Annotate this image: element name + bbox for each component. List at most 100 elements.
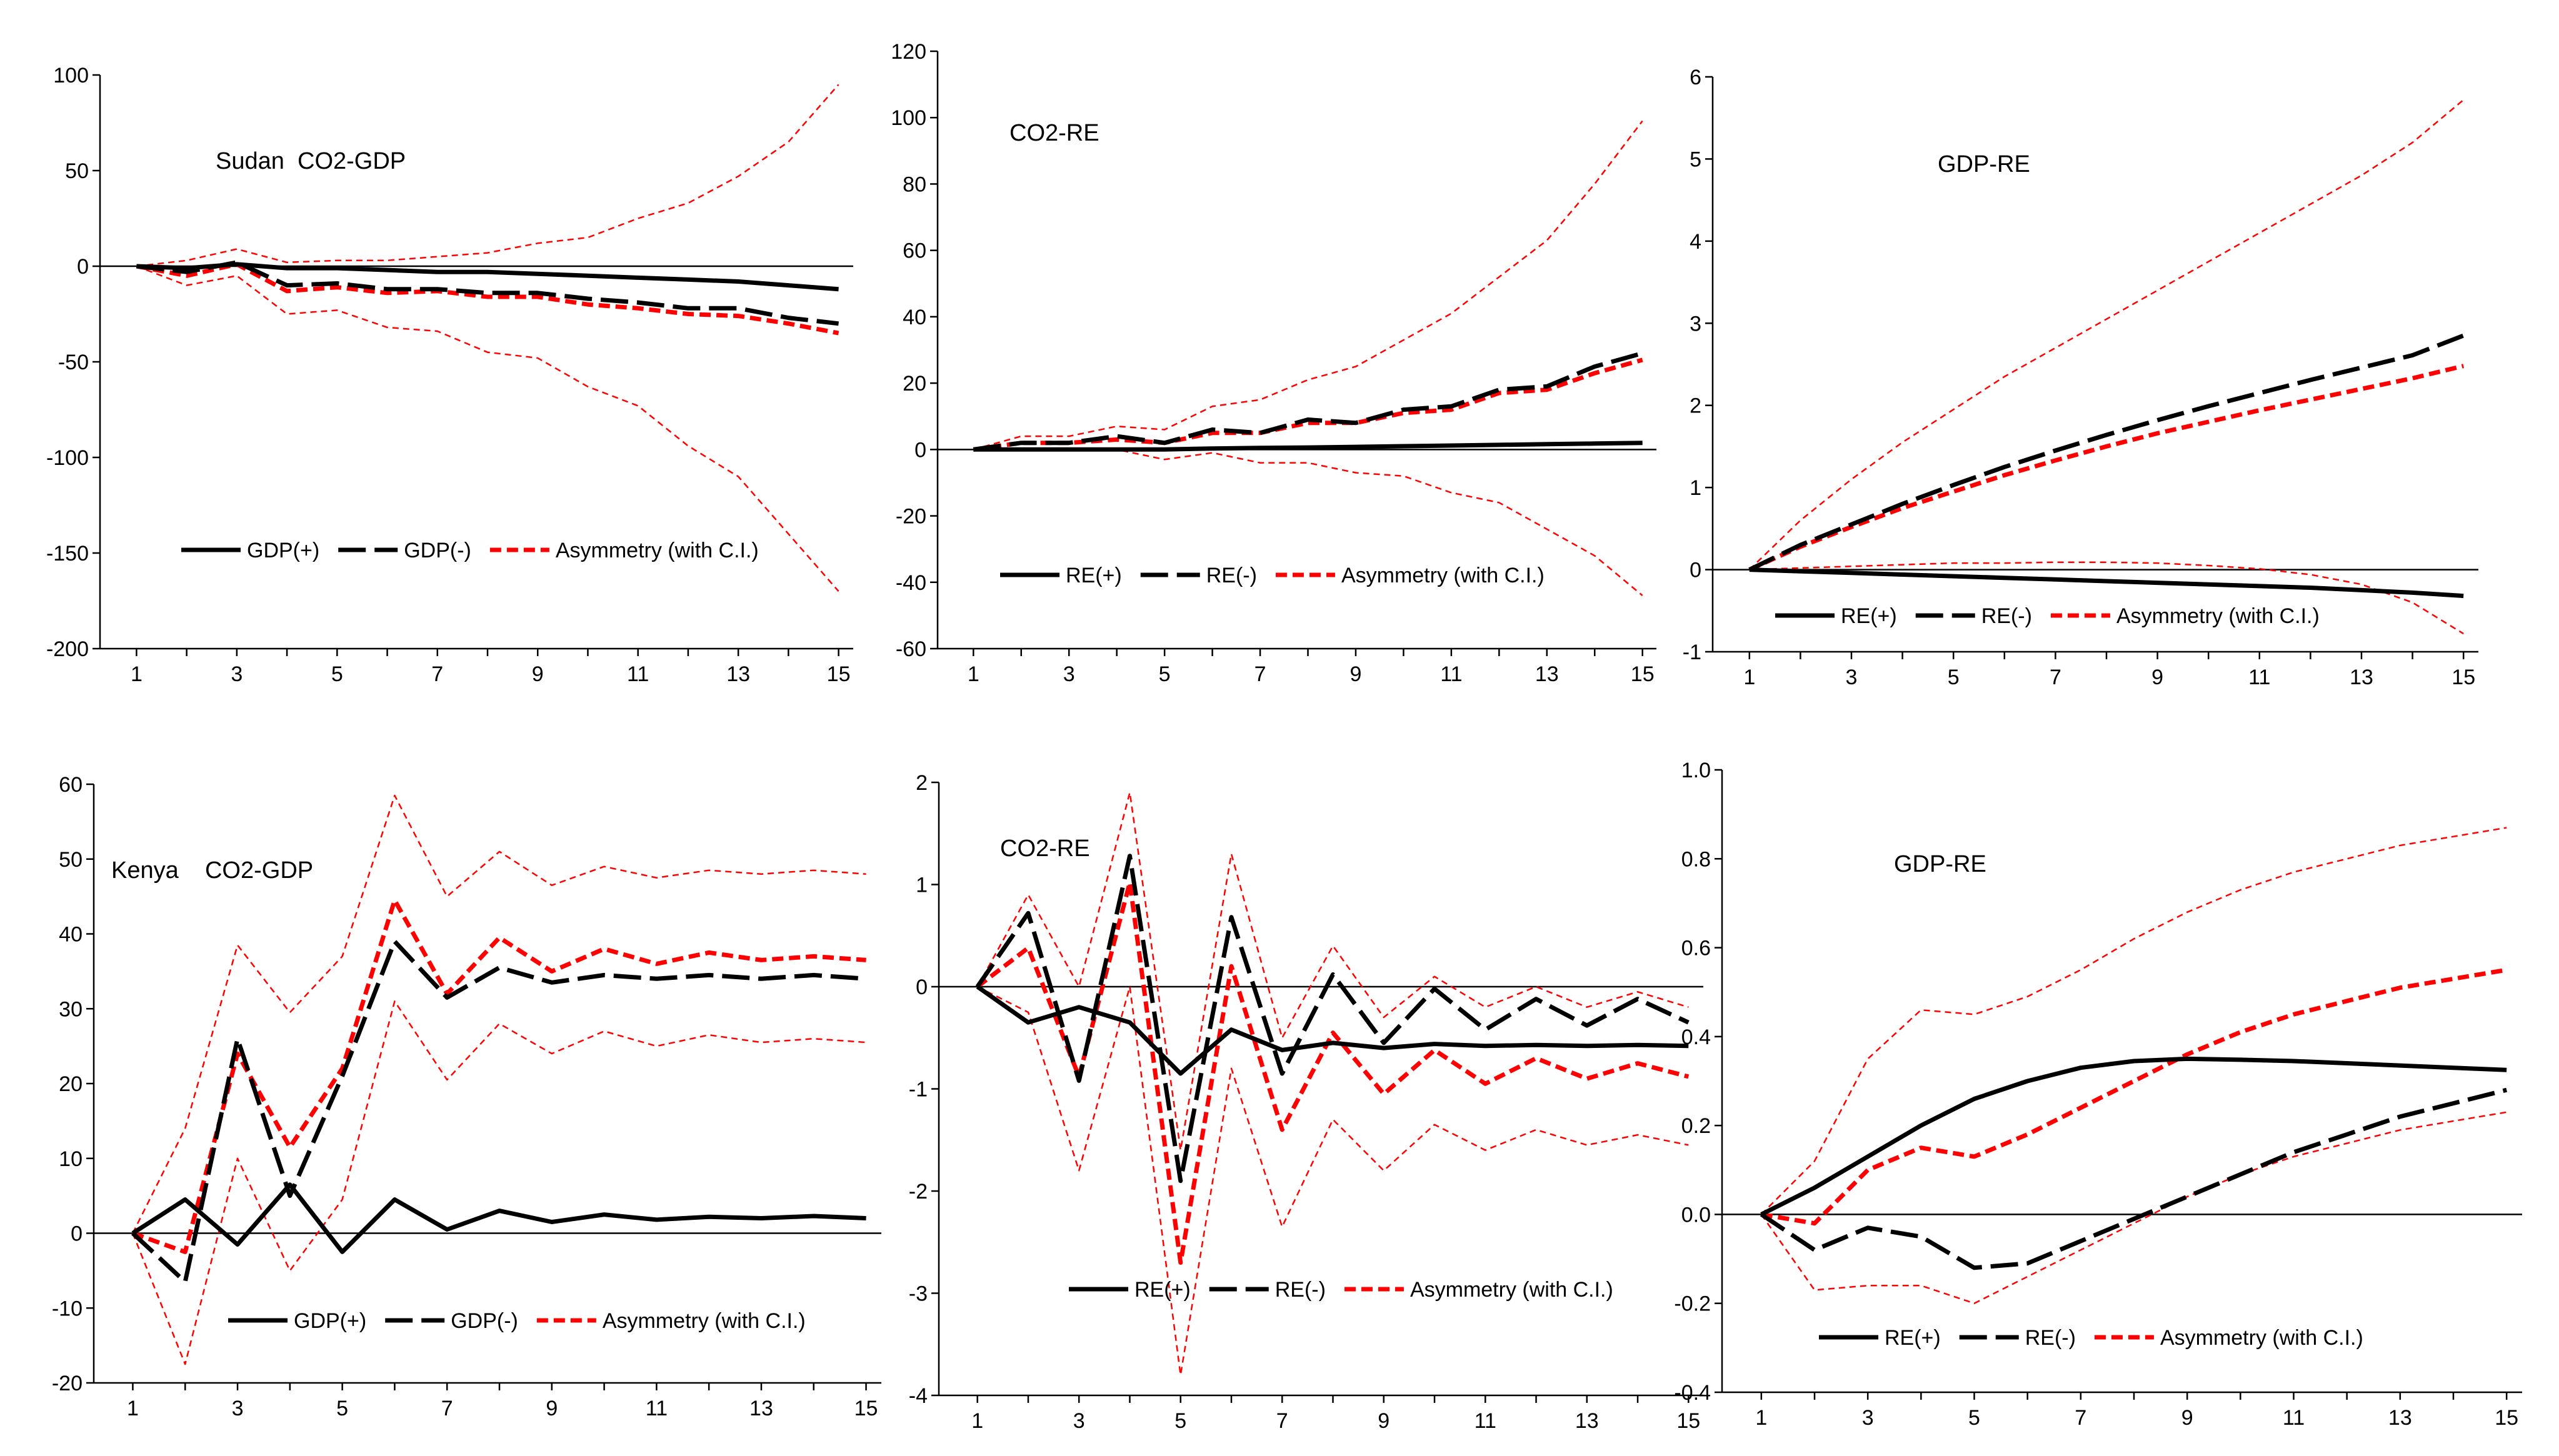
y-tick-label: 40 [59, 923, 83, 947]
series-line-ci-upper [136, 84, 839, 267]
y-tick-label: 2 [916, 771, 928, 795]
y-tick-label: 4 [1690, 230, 1701, 254]
y-tick-label: 100 [891, 106, 926, 130]
series-line-re- [975, 854, 1690, 1184]
x-tick-label: 3 [232, 1397, 244, 1420]
y-tick-label: -1 [1683, 641, 1701, 664]
y-tick-label: 3 [1690, 312, 1701, 336]
y-tick-label: -4 [909, 1384, 928, 1408]
x-tick-label: 1 [127, 1397, 139, 1420]
panel-title: GDP-RE [1938, 151, 2030, 177]
legend-label: Asymmetry (with C.I.) [603, 1309, 806, 1333]
y-tick-label: 1.0 [1681, 759, 1711, 782]
series-line-re- [1748, 333, 2465, 572]
x-tick-label: 9 [2181, 1406, 2193, 1430]
y-tick-label: 5 [1690, 147, 1701, 171]
x-tick-label: 13 [1535, 662, 1559, 686]
series-line-ci-upper [976, 792, 1689, 1151]
legend: GDP(+) GDP(-) Asymmetry (with C.I.) [228, 1309, 806, 1333]
y-tick-label: 2 [1690, 394, 1701, 418]
x-tick-label: 9 [1378, 1409, 1390, 1433]
legend-label: RE(+) [1841, 604, 1897, 628]
series-line-ci-lower [1760, 1111, 2507, 1304]
y-tick-label: 0.8 [1681, 847, 1711, 871]
x-tick-label: 15 [2495, 1406, 2518, 1430]
legend-label: GDP(+) [247, 539, 319, 562]
legend: RE(+) RE(-) Asymmetry (with C.I.) [1069, 1278, 1613, 1302]
legend: RE(+) RE(-) Asymmetry (with C.I.) [1000, 564, 1545, 587]
series-line-ci-upper [1748, 99, 2465, 571]
legend-label: RE(-) [1981, 604, 2032, 628]
panel-title: CO2-RE [1000, 835, 1090, 862]
x-tick-label: 7 [2050, 666, 2061, 689]
x-tick-label: 15 [1676, 1409, 1700, 1433]
series-line-asymmetry-with-c-i- [1761, 967, 2507, 1226]
y-tick-label: 1 [916, 874, 928, 897]
x-tick-label: 9 [2151, 666, 2163, 689]
series-line-gdp- [136, 260, 839, 326]
y-tick-label: -60 [896, 637, 926, 661]
y-tick-label: 50 [65, 159, 89, 183]
x-tick-label: 15 [1631, 662, 1655, 686]
chart-panel-6: -0.4-0.20.00.20.40.60.81.01 3 5 7 9 11 13 15GDP… [1674, 759, 2522, 1430]
x-tick-label: 15 [827, 662, 851, 686]
y-tick-label: 50 [59, 848, 83, 872]
x-tick-label: 1 [971, 1409, 983, 1433]
y-tick-label: 1 [1690, 476, 1701, 500]
x-tick-label: 13 [2388, 1406, 2412, 1430]
x-tick-label: 9 [532, 662, 544, 686]
y-tick-label: 0 [914, 438, 926, 462]
y-tick-label: -50 [58, 351, 89, 374]
y-tick-label: -0.4 [1674, 1381, 1711, 1405]
legend-label: GDP(+) [294, 1309, 366, 1333]
series-line-ci-upper [973, 120, 1643, 451]
series-line-asymmetry-with-c-i- [976, 880, 1690, 1265]
series-line-ci-lower [1749, 561, 2464, 635]
legend-label: Asymmetry (with C.I.) [1341, 564, 1545, 587]
x-tick-label: 13 [726, 662, 750, 686]
series-line-re- [1760, 1087, 2508, 1270]
x-tick-label: 9 [1350, 662, 1361, 686]
series-line-re- [973, 351, 1643, 452]
legend-label: RE(-) [2025, 1326, 2076, 1350]
y-tick-label: 0 [1690, 559, 1701, 582]
x-tick-label: 1 [968, 662, 979, 686]
series-line-asymmetry-with-c-i- [1748, 364, 2465, 572]
y-tick-label: 0.2 [1681, 1114, 1711, 1138]
y-tick-label: 80 [903, 172, 926, 196]
y-tick-label: -0.2 [1674, 1292, 1711, 1316]
y-tick-label: 120 [891, 40, 926, 64]
legend-label: RE(+) [1885, 1326, 1941, 1350]
series-line-re- [973, 441, 1643, 452]
x-tick-label: 1 [1755, 1406, 1767, 1430]
series-line-gdp- [131, 1182, 866, 1254]
x-tick-label: 7 [441, 1397, 453, 1420]
y-tick-label: -10 [52, 1297, 83, 1320]
x-tick-label: 13 [1575, 1409, 1599, 1433]
y-tick-label: 0 [71, 1222, 83, 1246]
panel-title: CO2-RE [1009, 120, 1099, 146]
series-line-ci-upper [132, 794, 866, 1234]
y-tick-label: 60 [59, 773, 83, 797]
y-tick-label: 100 [53, 64, 89, 87]
x-tick-label: 3 [1862, 1406, 1874, 1430]
y-tick-label: 20 [903, 372, 926, 396]
y-tick-label: -40 [896, 571, 926, 595]
y-tick-label: -2 [909, 1180, 928, 1204]
x-tick-label: 7 [1254, 662, 1266, 686]
x-tick-label: 3 [1846, 666, 1858, 689]
y-tick-label: 40 [903, 306, 926, 329]
legend-label: GDP(-) [404, 539, 471, 562]
legend-label: Asymmetry (with C.I.) [556, 539, 759, 562]
series-line-gdp- [136, 262, 839, 292]
legend-label: RE(+) [1066, 564, 1122, 587]
x-tick-label: 15 [2451, 666, 2475, 689]
panel-title: GDP-RE [1894, 851, 1986, 877]
x-tick-label: 3 [1073, 1409, 1085, 1433]
y-tick-label: 0.4 [1681, 1025, 1711, 1049]
x-tick-label: 1 [1743, 666, 1755, 689]
